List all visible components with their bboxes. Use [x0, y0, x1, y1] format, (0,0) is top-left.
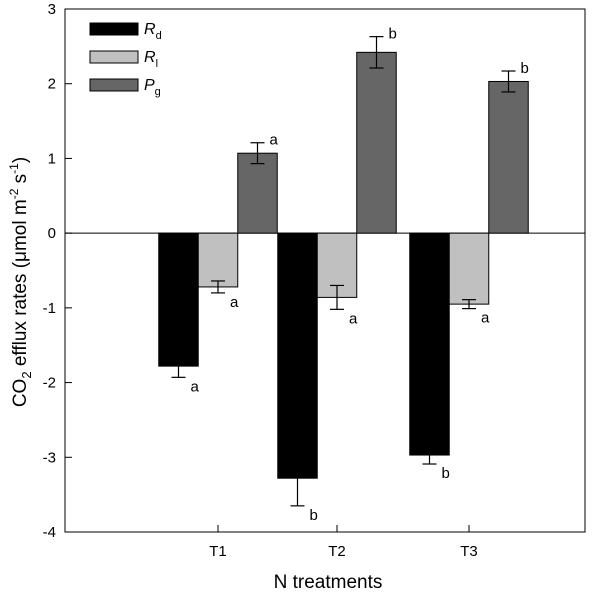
x-tick-label: T3 — [460, 543, 478, 560]
y-tick-label: -3 — [43, 449, 56, 466]
bar-rd-t2 — [277, 232, 318, 479]
significance-label: a — [230, 294, 239, 311]
y-axis-title-rest: efflux rates (μmol m — [10, 199, 31, 371]
significance-label: a — [270, 132, 279, 149]
bar-pg-t2 — [356, 51, 397, 234]
significance-label: a — [481, 310, 490, 327]
bar-pg-t1 — [237, 152, 278, 234]
significance-label: b — [442, 465, 450, 482]
legend-label-letter: P — [144, 77, 155, 94]
significance-label: b — [310, 507, 318, 524]
y-tick-label: -4 — [43, 524, 56, 541]
y-axis-title-end: ) — [10, 157, 31, 163]
significance-labels-group: a b b a a a a b b — [191, 26, 529, 524]
y-tick-label: -2 — [43, 375, 56, 392]
y-axis-title-main: CO — [10, 379, 31, 408]
bar-pg-t3 — [488, 80, 529, 234]
y-axis-title-mid: s — [10, 174, 31, 189]
error-bars-group — [171, 36, 516, 507]
legend-label-letter: R — [144, 21, 156, 38]
bars-group — [158, 51, 529, 479]
legend-swatch-rd — [89, 22, 139, 36]
significance-label: b — [389, 26, 397, 43]
significance-label: b — [521, 60, 529, 77]
bar-rd-t3 — [409, 232, 450, 456]
y-tick-label: 0 — [48, 225, 56, 242]
x-axis-ticks: T1 T2 T3 — [209, 525, 478, 560]
legend-label-subscript: d — [156, 30, 162, 42]
y-axis-ticks: -4 -3 -2 -1 0 1 2 3 — [43, 1, 72, 541]
y-axis-title-sup1: -2 — [7, 188, 21, 199]
legend-label-subscript: g — [155, 86, 161, 98]
bar-rl-t3 — [448, 232, 490, 305]
x-axis-title: N treatments — [274, 572, 383, 593]
x-tick-label: T2 — [328, 543, 346, 560]
legend-label-rl: Rl — [144, 49, 158, 70]
legend-label-rd: Rd — [144, 21, 162, 42]
bar-rl-t1 — [197, 232, 239, 288]
significance-label: a — [349, 310, 358, 327]
y-axis-title-sub: 2 — [19, 371, 34, 378]
plot-frame — [64, 8, 586, 533]
x-tick-label: T1 — [209, 543, 227, 560]
y-tick-label: -1 — [43, 300, 56, 317]
y-tick-label: 2 — [48, 76, 56, 93]
y-axis-title-sup2: -1 — [7, 163, 21, 174]
bar-rd-t1 — [158, 232, 199, 367]
legend-swatch-rl — [89, 50, 139, 64]
significance-label: a — [191, 378, 200, 395]
y-axis-title: CO2 efflux rates (μmol m-2 s-1) — [7, 157, 34, 407]
legend-swatch-pg — [89, 78, 139, 92]
plot-area — [64, 8, 586, 533]
y-tick-label: 3 — [48, 1, 56, 18]
legend-label-letter: R — [144, 49, 156, 66]
legend-label-subscript: l — [156, 58, 158, 70]
y-tick-label: 1 — [48, 150, 56, 167]
legend-label-pg: Pg — [144, 77, 161, 98]
